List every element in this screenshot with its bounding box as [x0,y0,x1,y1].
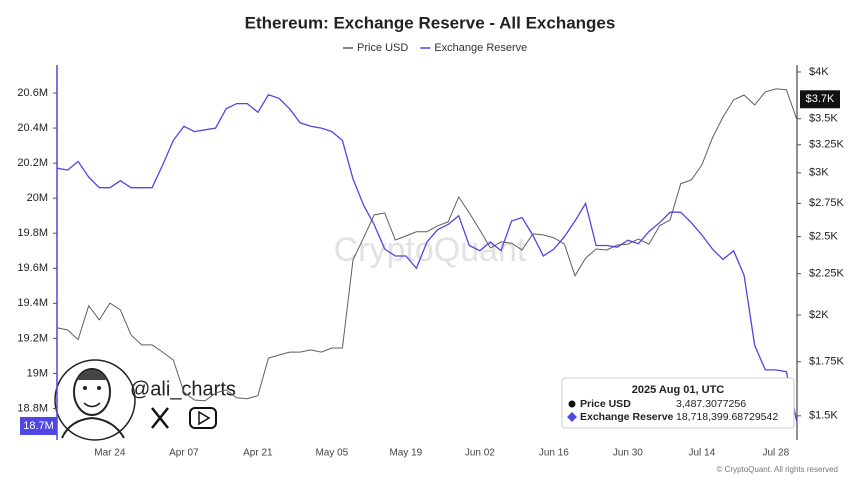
y2-tick-label: $3.25K [809,139,845,151]
x-tick-label: Apr 07 [169,448,199,459]
badge-box [20,416,57,435]
y2-tick-label: $3K [809,167,829,179]
x-tick-label: May 19 [389,448,422,459]
credit: © CryptoQuant. All rights reserved [717,465,839,474]
y-tick-label: 19.4M [17,297,48,309]
badge-label: $3.7K [806,93,835,105]
tooltip-marker [567,412,577,422]
badge-label: 18.7M [23,420,54,432]
x-logo [151,407,169,429]
y-tick-label: 19.2M [17,332,48,344]
tooltip-label: Price USD [580,398,631,410]
y2-tick-label: $2K [809,309,829,321]
y2-tick-label: $2.25K [809,268,845,280]
tooltip-box [561,377,795,429]
legend-label: Exchange Reserve [434,42,527,54]
y-tick-label: 18.8M [17,402,48,414]
y-tick-label: 19M [27,367,48,379]
x-tick-label: Jun 02 [465,448,495,459]
badge-box [800,90,840,109]
tooltip-label: Exchange Reserve [580,411,674,423]
x-tick-label: Jun 30 [613,448,643,459]
x-tick-label: Jul 14 [689,448,716,459]
x-tick-label: Apr 21 [243,448,273,459]
avatar [54,359,136,441]
chart-title: Ethereum: Exchange Reserve - All Exchang… [245,13,616,32]
y-tick-label: 19.8M [17,227,48,239]
axis-badge: 18.7M [20,416,57,435]
video-logo [189,407,217,429]
tooltip-marker [568,400,576,408]
y2-tick-label: $2.75K [809,197,845,209]
y2-tick-label: $1.75K [809,356,845,368]
y-tick-label: 19.6M [17,262,48,274]
y2-tick-label: $2.5K [809,231,838,243]
series-line [56,94,798,423]
tooltip-title: 2025 Aug 01, UTC [632,384,725,396]
x-tick-label: Mar 24 [94,448,126,459]
series-line [56,88,798,402]
y2-tick-label: $4K [809,66,829,78]
legend-label: Price USD [357,42,408,54]
y2-tick-label: $1.5K [809,410,838,422]
y-tick-label: 20.4M [17,122,48,134]
axis-badge: $3.7K [800,90,840,109]
x-tick-label: May 05 [315,448,348,459]
tooltip-value: 18,718,399.68729542 [676,411,778,423]
watermark: CryptoQuant [334,231,527,269]
x-tick-label: Jul 28 [763,448,790,459]
y-tick-label: 20.6M [17,87,48,99]
x-tick-label: Jun 16 [539,448,569,459]
tooltip-value: 3,487.3077256 [676,398,746,410]
y2-tick-label: $3.5K [809,113,838,125]
y-tick-label: 20.2M [17,157,48,169]
y-tick-label: 20M [27,192,48,204]
